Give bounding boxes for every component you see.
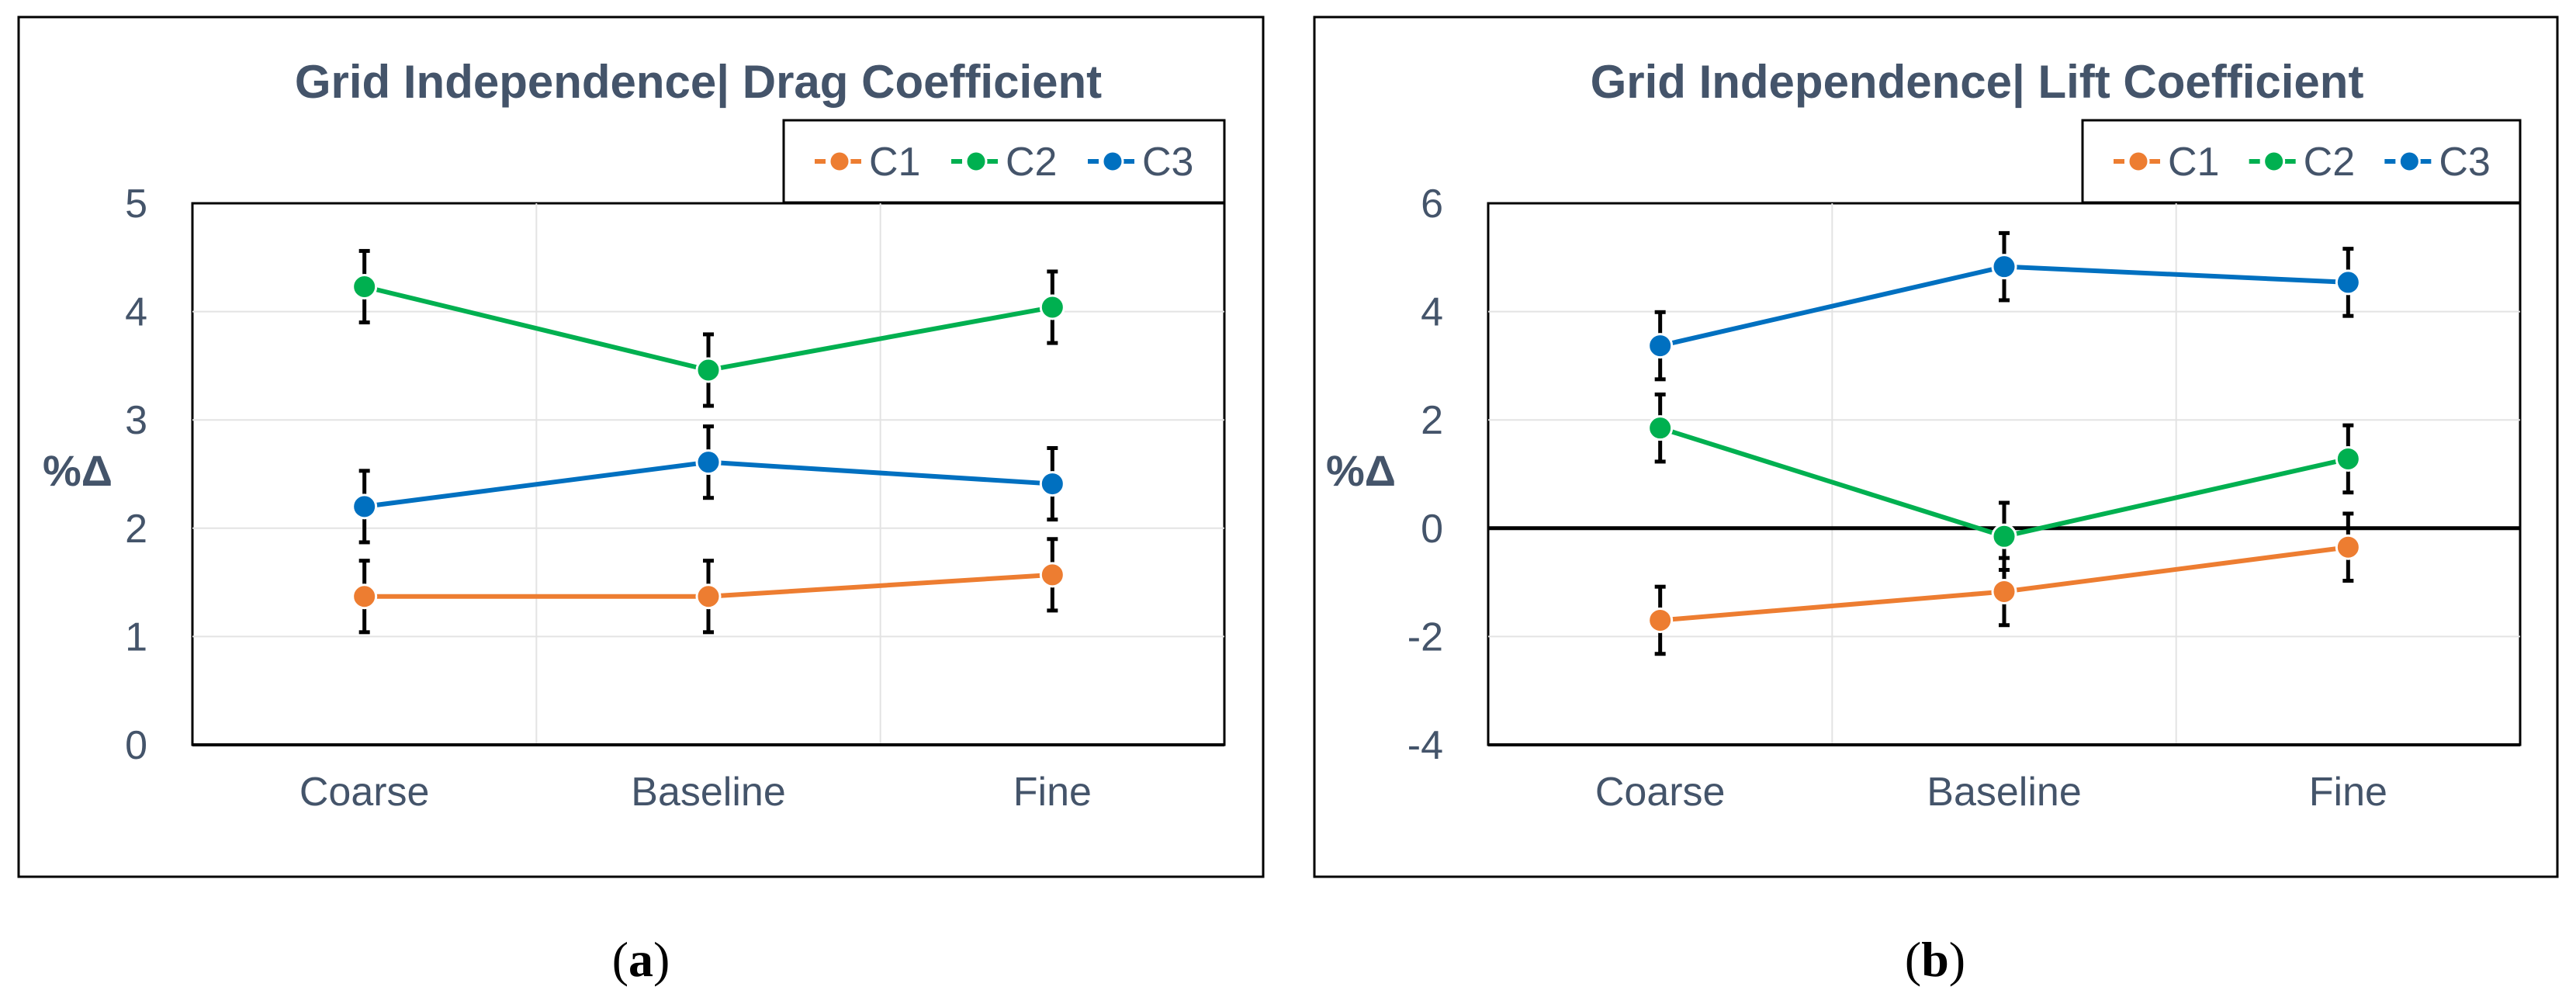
y-tick-label: 2: [1421, 398, 1443, 443]
data-point: [1039, 562, 1065, 588]
legend-item-c3: C3: [2384, 140, 2491, 185]
data-point: [1647, 333, 1674, 359]
y-tick-label: 5: [125, 182, 147, 227]
panel-caption: (b): [1905, 932, 1965, 987]
y-tick-label: 6: [1421, 182, 1443, 227]
data-point: [1647, 607, 1674, 633]
y-tick-label: -4: [1407, 723, 1443, 768]
x-tick-label: Coarse: [1595, 770, 1726, 815]
y-tick-label: 0: [125, 723, 147, 768]
caption-letter: a: [628, 932, 653, 987]
legend-item-c2: C2: [2249, 140, 2355, 185]
drag-coefficient-panel: Grid Independence| Drag Coefficient C1 C2…: [17, 16, 1265, 987]
series-c3: [1647, 230, 2361, 382]
legend-item-c1: C1: [815, 140, 920, 185]
legend: C1 C2 C3: [2081, 119, 2522, 204]
y-tick-label: 0: [1421, 507, 1443, 552]
data-point: [2335, 269, 2361, 296]
y-tick-label: 3: [125, 398, 147, 443]
data-point: [1991, 523, 2017, 549]
data-point: [351, 273, 378, 299]
series-c3: [351, 424, 1065, 545]
legend-marker: [2263, 150, 2286, 173]
data-point: [1991, 578, 2017, 604]
legend-marker: [964, 150, 988, 173]
data-point: [695, 449, 722, 476]
x-tick-label: Fine: [1013, 770, 1092, 815]
data-point: [351, 493, 378, 520]
series-c2: [1647, 392, 2361, 573]
data-point: [351, 583, 378, 610]
legend-item-c3: C3: [1088, 140, 1193, 185]
chart-title: Grid Independence| Lift Coefficient: [1591, 56, 2364, 109]
legend-label: C2: [2304, 140, 2355, 185]
data-point: [1991, 254, 2017, 280]
legend-marker: [828, 150, 851, 173]
y-tick-label: 4: [1421, 290, 1443, 335]
panel-caption: (a): [612, 932, 670, 987]
legend-label: C3: [1142, 140, 1193, 185]
data-point: [695, 357, 722, 383]
y-axis-label: %Δ: [1326, 446, 1396, 495]
series-c2: [351, 248, 1065, 408]
x-tick-label: Fine: [2309, 770, 2387, 815]
legend-marker: [2398, 150, 2421, 173]
legend-label: C2: [1006, 140, 1057, 185]
x-tick-label: Baseline: [631, 770, 785, 815]
data-point: [2335, 445, 2361, 472]
legend-box: [2081, 119, 2522, 204]
legend-marker: [1101, 150, 1124, 173]
chart-title: Grid Independence| Drag Coefficient: [295, 56, 1102, 109]
x-tick-label: Baseline: [1927, 770, 2081, 815]
legend: C1 C2 C3: [782, 119, 1226, 204]
y-tick-label: -2: [1407, 614, 1443, 659]
legend-label: C1: [2168, 140, 2219, 185]
series-c1: [1647, 511, 2361, 656]
x-tick-label: Coarse: [299, 770, 430, 815]
data-point: [695, 583, 722, 610]
y-tick-label: 2: [125, 507, 147, 552]
series-c1: [351, 537, 1065, 635]
lift-coefficient-panel: Grid Independence| Lift Coefficient C1 C2…: [1313, 16, 2559, 987]
y-tick-label: 1: [125, 614, 147, 659]
data-point: [1039, 471, 1065, 497]
data-point: [2335, 534, 2361, 560]
data-point: [1039, 294, 1065, 320]
data-point: [1647, 415, 1674, 441]
legend-label: C1: [869, 140, 920, 185]
y-tick-label: 4: [125, 290, 147, 335]
y-axis-label: %Δ: [43, 446, 113, 495]
caption-letter: b: [1921, 932, 1949, 987]
legend-marker: [2127, 150, 2150, 173]
legend-item-c2: C2: [951, 140, 1057, 185]
legend-label: C3: [2439, 140, 2490, 185]
legend-item-c1: C1: [2114, 140, 2219, 185]
